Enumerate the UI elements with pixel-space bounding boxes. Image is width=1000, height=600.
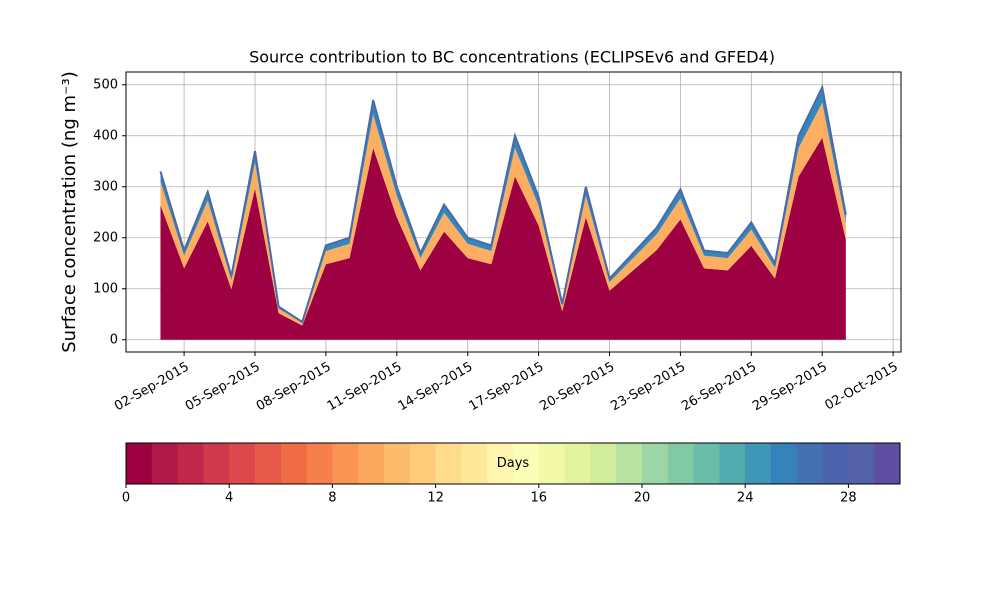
- colorbar-swatch: [126, 443, 153, 484]
- x-tick-label: 02-Sep-2015: [112, 360, 192, 415]
- x-tick-label: 11-Sep-2015: [325, 360, 405, 415]
- y-tick-label: 300: [93, 179, 118, 194]
- colorbar-swatch: [255, 443, 282, 484]
- colorbar-swatch: [771, 443, 798, 484]
- colorbar-swatch: [616, 443, 643, 484]
- colorbar-swatch: [822, 443, 849, 484]
- x-tick-label: 02-Oct-2015: [822, 360, 900, 414]
- y-tick-label: 400: [93, 128, 118, 143]
- y-tick-label: 100: [93, 281, 118, 296]
- colorbar-swatch: [435, 443, 462, 484]
- colorbar-tick-label: 12: [427, 491, 444, 506]
- colorbar-swatch: [229, 443, 256, 484]
- colorbar-swatch: [280, 443, 308, 484]
- colorbar-swatch: [745, 443, 772, 484]
- colorbar-swatch: [332, 443, 359, 484]
- colorbar-swatch: [796, 443, 824, 484]
- colorbar-swatch: [642, 443, 669, 484]
- colorbar-swatch: [461, 443, 488, 484]
- y-axis-label: Surface concentration (ng m⁻³): [59, 71, 80, 353]
- y-tick-label: 500: [93, 77, 118, 92]
- colorbar-swatch: [151, 443, 179, 484]
- colorbar-swatch: [384, 443, 411, 484]
- colorbar-swatch: [409, 443, 437, 484]
- colorbar-tick-label: 16: [531, 491, 548, 506]
- plot-frame: [125, 71, 902, 353]
- colorbar-swatch: [538, 443, 566, 484]
- area: [160, 102, 846, 326]
- colorbar-tick-label: 28: [840, 491, 857, 506]
- x-tick-label: 23-Sep-2015: [608, 360, 688, 415]
- y-tick-label: 0: [110, 332, 118, 347]
- colorbar-tick-label: 0: [122, 491, 130, 506]
- colorbar-label: Days: [497, 456, 530, 471]
- colorbar-swatch: [874, 443, 901, 484]
- colorbar-swatch: [719, 443, 746, 484]
- x-tick-label: 17-Sep-2015: [467, 360, 547, 415]
- colorbar-swatch: [564, 443, 591, 484]
- colorbar-swatch: [848, 443, 875, 484]
- y-tick-label: 200: [93, 230, 118, 245]
- colorbar-tick-label: 4: [225, 491, 233, 506]
- x-tick-label: 20-Sep-2015: [537, 360, 617, 415]
- colorbar-tick-label: 20: [634, 491, 651, 506]
- colorbar-swatch: [590, 443, 617, 484]
- x-tick-label: 26-Sep-2015: [679, 360, 759, 415]
- colorbar-tick-label: 24: [737, 491, 754, 506]
- x-tick-label: 05-Sep-2015: [183, 360, 263, 415]
- x-tick-label: 29-Sep-2015: [750, 360, 830, 415]
- area: [160, 137, 846, 340]
- x-tick-label: 08-Sep-2015: [254, 360, 334, 415]
- outline: [159, 84, 847, 324]
- colorbar-swatch: [177, 443, 204, 484]
- colorbar-swatch: [513, 443, 540, 484]
- colorbar-swatch: [203, 443, 230, 484]
- colorbar-frame: [125, 442, 901, 485]
- x-tick-label: 14-Sep-2015: [396, 360, 476, 415]
- colorbar-tick-label: 8: [328, 491, 336, 506]
- colorbar-swatch: [487, 443, 514, 484]
- colorbar-swatch: [667, 443, 695, 484]
- colorbar-swatch: [306, 443, 333, 484]
- colorbar-swatch: [358, 443, 385, 484]
- colorbar-swatch: [693, 443, 720, 484]
- chart-title: Source contribution to BC concentrations…: [249, 48, 775, 67]
